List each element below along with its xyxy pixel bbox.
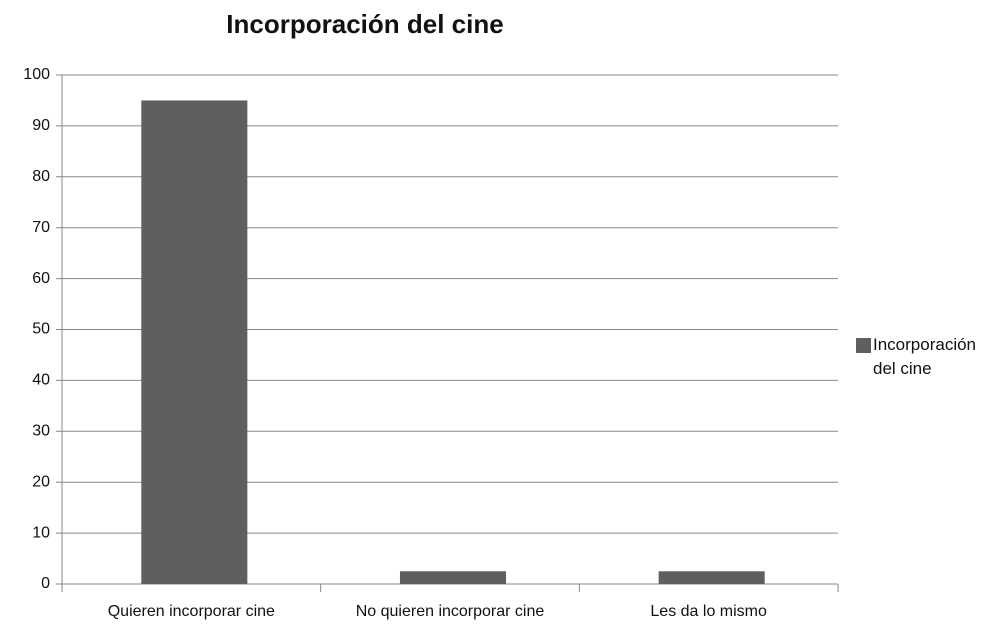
y-tick-label: 90: [32, 117, 50, 134]
bar: [141, 100, 248, 584]
y-tick-label: 100: [23, 66, 50, 83]
legend-swatch: [856, 338, 871, 353]
bar: [658, 571, 765, 584]
y-tick-label: 50: [32, 321, 50, 338]
chart-title: Incorporación del cine: [226, 9, 503, 39]
x-tick-label: Les da lo mismo: [650, 603, 767, 620]
legend-label: Incorporación del cine: [873, 335, 977, 378]
legend: Incorporación del cine: [856, 333, 982, 381]
y-tick-label: 10: [32, 524, 50, 541]
y-tick-label: 40: [32, 372, 50, 389]
y-tick-label: 0: [41, 575, 50, 592]
y-tick-label: 30: [32, 423, 50, 440]
bar: [399, 571, 507, 584]
y-tick-label: 80: [32, 168, 50, 185]
y-tick-label: 60: [32, 270, 50, 287]
x-tick-label: Quieren incorporar cine: [108, 603, 275, 620]
x-tick-label: No quieren incorporar cine: [356, 603, 545, 620]
y-tick-label: 20: [32, 473, 50, 490]
y-tick-label: 70: [32, 219, 50, 236]
